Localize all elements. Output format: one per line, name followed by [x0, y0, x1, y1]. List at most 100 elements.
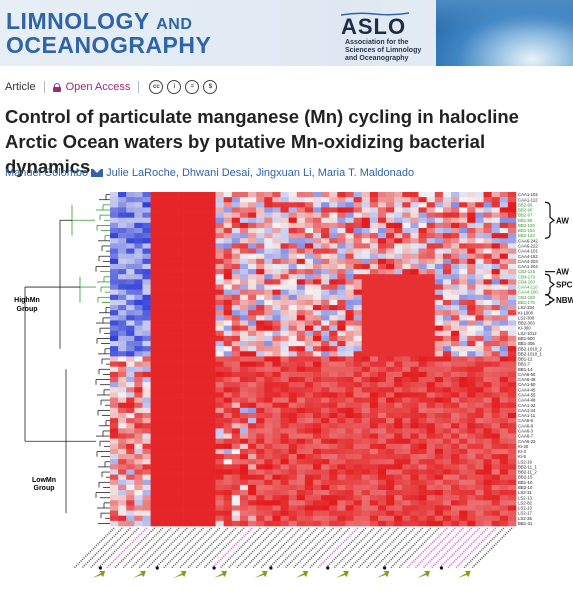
heatmap-cell: [402, 248, 411, 254]
heatmap-cell: [353, 269, 363, 275]
heatmap-cell: [377, 258, 387, 265]
heatmap-cell: [183, 479, 192, 486]
heatmap-cell: [110, 305, 119, 311]
heatmap-cell: [174, 464, 184, 470]
heatmap-cell: [410, 361, 419, 368]
heatmap-cell: [337, 217, 346, 224]
heatmap-cell: [150, 315, 160, 321]
heatmap-cell: [118, 474, 127, 481]
heatmap-cell: [248, 243, 257, 249]
heatmap-cell: [118, 454, 127, 460]
heatmap-cell: [110, 387, 119, 393]
heatmap-cell: [110, 212, 119, 218]
heatmap-cell: [499, 490, 509, 496]
author-names[interactable]: Julie LaRoche, Dhwani Desai, Jingxuan Li…: [106, 167, 415, 179]
heatmap-cell: [110, 510, 119, 517]
heatmap-cell: [418, 263, 427, 270]
heatmap-cell: [110, 469, 119, 475]
heatmap-cell: [110, 402, 119, 409]
heatmap-cell: [142, 238, 151, 244]
heatmap-cell: [491, 284, 501, 290]
heatmap-cell: [483, 217, 492, 224]
heatmap-cell: [499, 258, 509, 265]
heatmap-cell: [386, 202, 395, 208]
row-label: CAA6-50: [518, 372, 536, 377]
heatmap-cell: [491, 305, 501, 311]
heatmap-cell: [207, 520, 216, 527]
heatmap-cell: [507, 222, 517, 229]
heatmap-cell: [272, 371, 281, 378]
heatmap-cell: [434, 438, 444, 445]
heatmap-cell: [442, 459, 452, 465]
heatmap-cell: [215, 361, 224, 368]
heatmap-cell: [467, 335, 476, 342]
heatmap-cell: [321, 299, 330, 306]
heatmap-cell: [118, 269, 127, 275]
heatmap-cell: [483, 382, 492, 388]
heatmap-cell: [442, 448, 452, 455]
heatmap-cell: [134, 392, 143, 398]
heatmap-cell: [394, 407, 403, 414]
heatmap-cell: [377, 464, 387, 470]
heatmap-cell: [329, 238, 338, 244]
license-icons[interactable]: cc i = $: [149, 80, 218, 94]
heatmap-cell: [174, 361, 184, 368]
heatmap-cell: [337, 269, 346, 275]
heatmap-cell: [304, 464, 314, 470]
heatmap-cell: [353, 341, 363, 347]
row-label: LS2-31: [518, 490, 532, 495]
heatmap-cell: [215, 397, 224, 403]
heatmap-cell: [207, 351, 216, 357]
heatmap-cell: [337, 407, 346, 414]
heatmap-cell: [475, 371, 484, 378]
row-label: BB1-500: [518, 336, 535, 341]
open-access-label[interactable]: Open Access: [65, 81, 131, 93]
heatmap-cell: [239, 330, 249, 337]
heatmap-cell: [223, 479, 233, 486]
heatmap-cell: [272, 258, 281, 265]
heatmap-cell: [377, 243, 387, 249]
heatmap-cell: [183, 248, 192, 254]
heatmap-cell: [264, 366, 273, 373]
heatmap-cell: [142, 356, 151, 362]
heatmap-cell: [321, 418, 330, 424]
heatmap-cell: [353, 412, 363, 419]
row-label: KI-20: [518, 444, 529, 449]
heatmap-cell: [231, 356, 241, 362]
heatmap-cell: [191, 289, 200, 296]
heatmap-cell: [418, 310, 427, 316]
heatmap-cell: [426, 402, 436, 409]
heatmap-cell: [313, 315, 322, 321]
heatmap-cell: [118, 274, 127, 280]
heatmap-cell: [183, 341, 192, 347]
heatmap-cell: [110, 202, 119, 208]
heatmap-cell: [280, 520, 289, 527]
author-name[interactable]: Manuel Colombo: [5, 167, 89, 179]
heatmap-cell: [174, 371, 184, 378]
heatmap-cell: [110, 274, 119, 280]
author-list[interactable]: Manuel Colombo Julie LaRoche, Dhwani Desa…: [5, 167, 414, 179]
heatmap-cell: [451, 448, 460, 455]
heatmap-cell: [361, 335, 371, 342]
heatmap-cell: [394, 320, 403, 326]
journal-banner[interactable]: LIMNOLOGY AND OCEANOGRAPHY ASLO Associat…: [0, 0, 573, 66]
heatmap-cell: [199, 402, 208, 409]
heatmap-cell: [126, 412, 135, 419]
heatmap-cell: [491, 197, 501, 203]
heatmap-cell: [377, 402, 387, 409]
heatmap-cell: [231, 490, 241, 496]
heatmap-cell: [166, 418, 176, 424]
heatmap-cell: [483, 207, 492, 213]
heatmap-cell: [231, 433, 241, 439]
heatmap-cell: [483, 341, 492, 347]
email-icon[interactable]: [91, 169, 104, 177]
heatmap-cell: [475, 356, 484, 362]
heatmap-cell: [296, 238, 306, 244]
heatmap-cell: [434, 423, 444, 429]
heatmap-cell: [272, 438, 281, 445]
heatmap-cell: [264, 294, 273, 301]
heatmap-cell: [418, 454, 427, 460]
heatmap-cell: [264, 197, 273, 203]
society-logo: ASLO: [341, 14, 407, 39]
heatmap-cell: [239, 474, 249, 481]
